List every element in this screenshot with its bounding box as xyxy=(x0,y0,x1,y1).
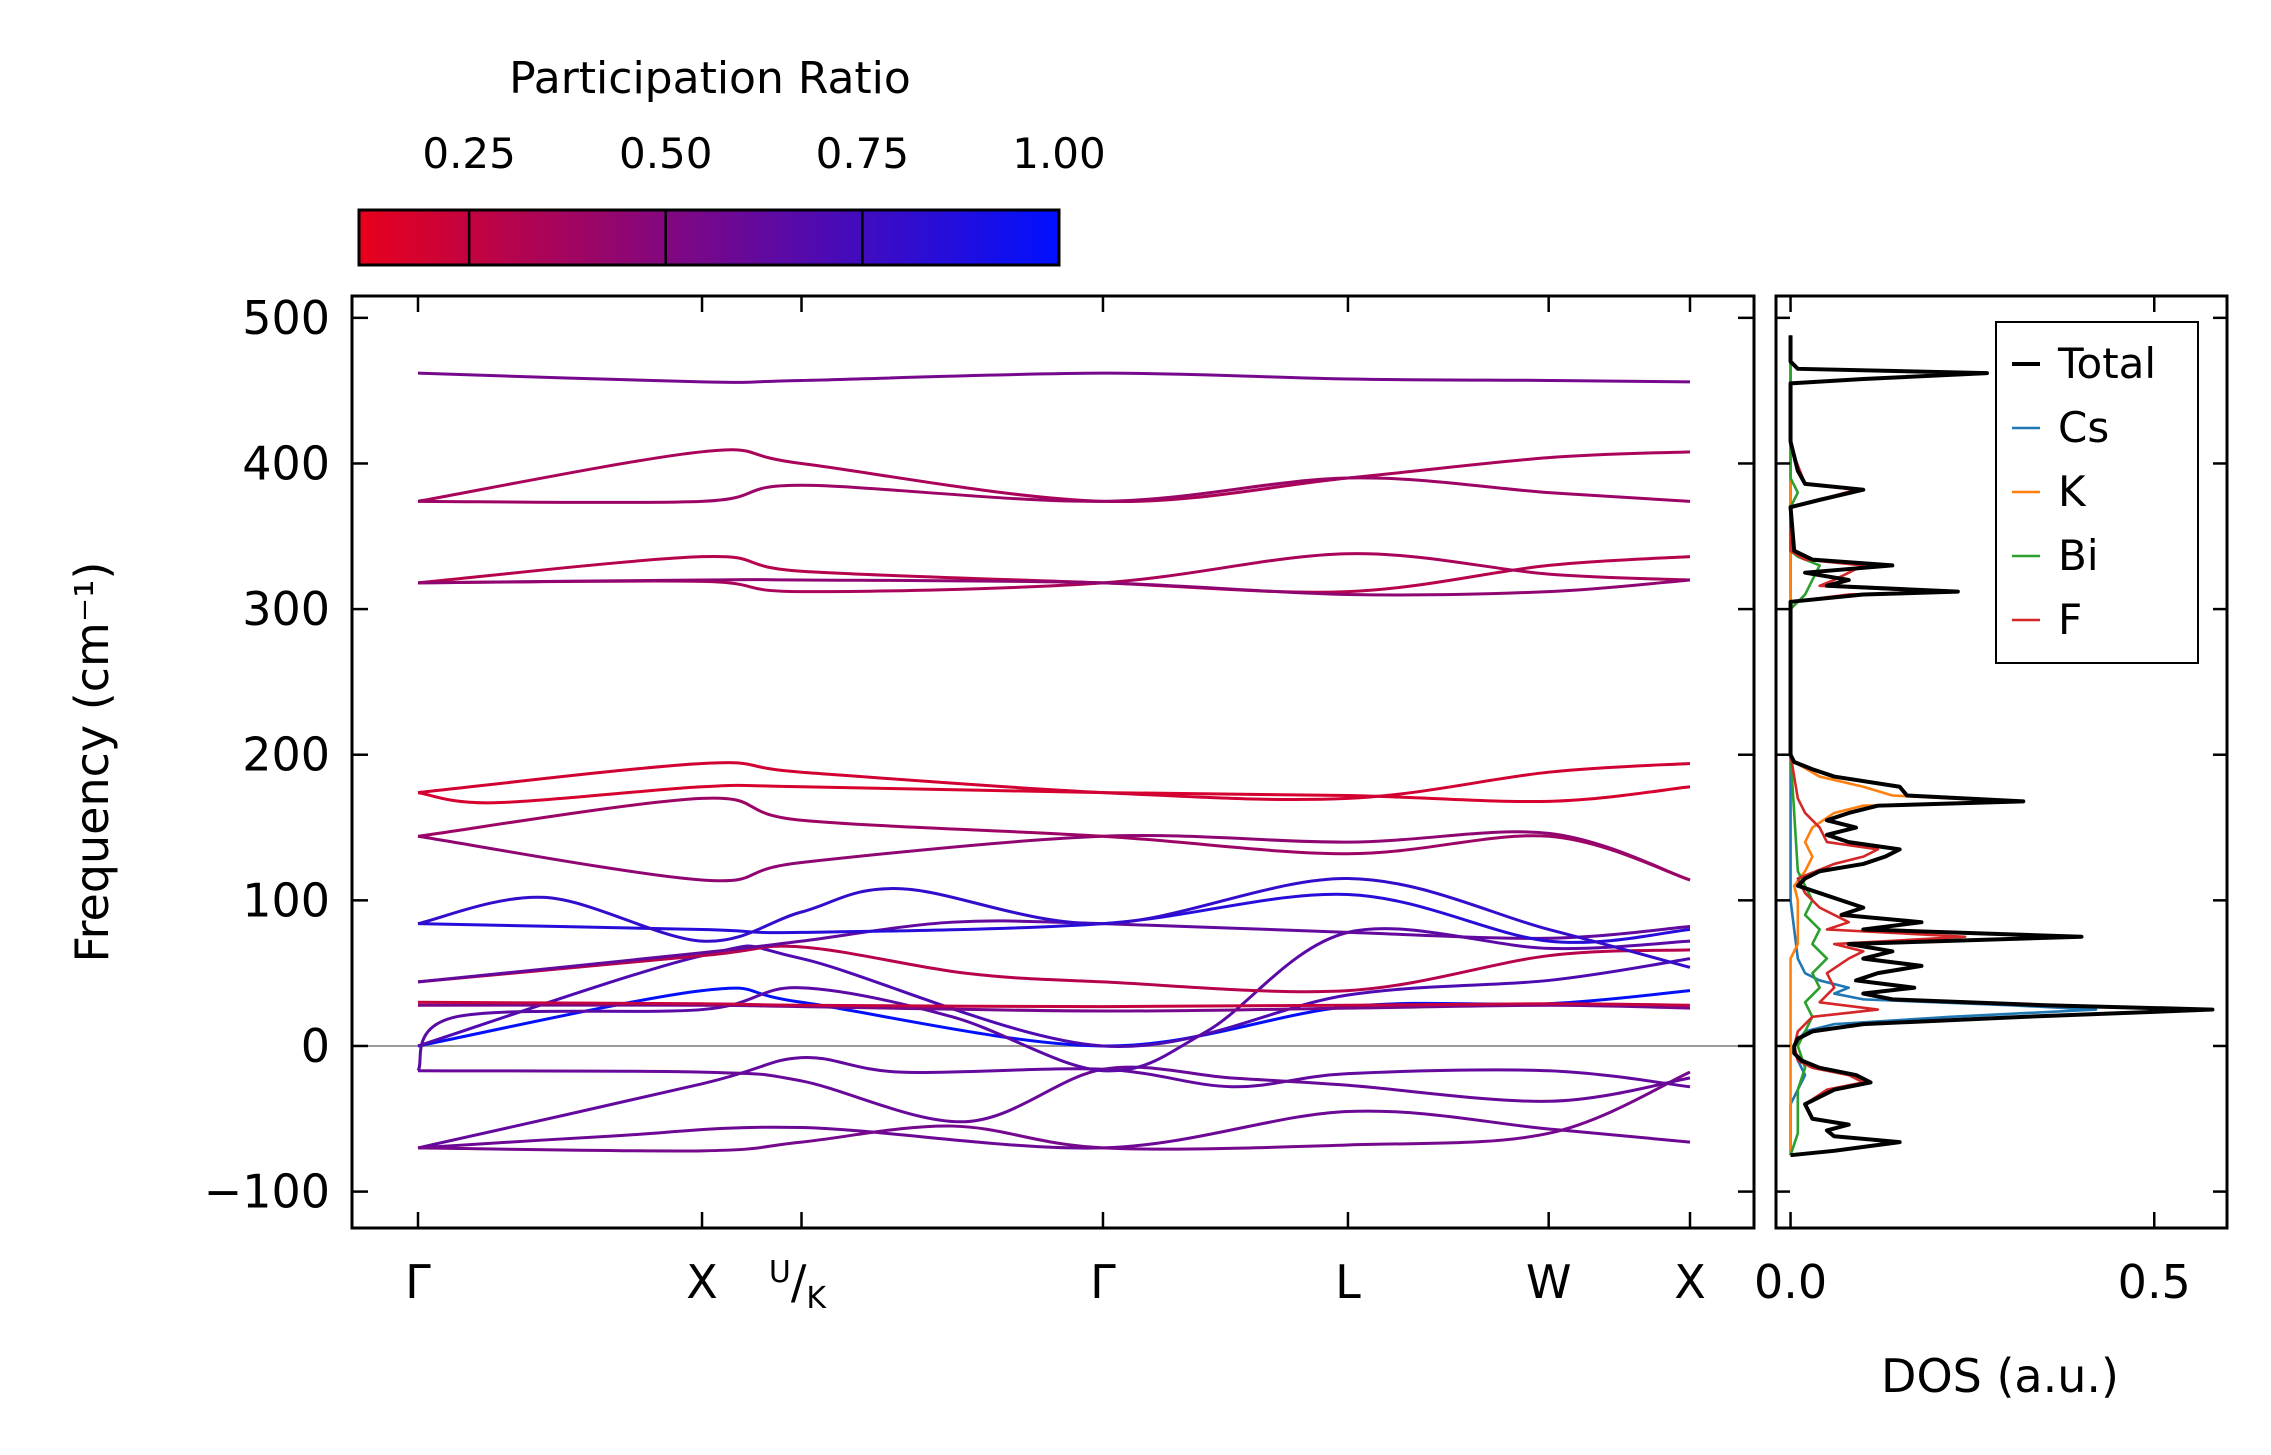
colorbar-tick-label: 0.75 xyxy=(816,129,910,178)
phonon-band xyxy=(417,830,1691,883)
phonon-band xyxy=(417,919,1691,984)
y-tick-label: 200 xyxy=(242,728,330,782)
dos-plot-frame xyxy=(1774,294,2229,1230)
dos-curve-total xyxy=(1788,335,2215,1158)
legend: Total Cs K Bi F xyxy=(1995,321,2199,664)
phonon-band xyxy=(417,876,1691,969)
k-point-label: W xyxy=(1526,1255,1571,1309)
dos-x-axis-label: DOS (a.u.) xyxy=(1881,1349,2119,1403)
y-tick-label: 100 xyxy=(242,873,330,927)
dos-x-tick-label: 0.5 xyxy=(2118,1255,2191,1309)
y-tick-label: 400 xyxy=(242,436,330,490)
band-plot-frame xyxy=(350,294,1756,1230)
phonon-band xyxy=(416,927,1691,1073)
phonon-band xyxy=(417,1070,1691,1153)
colorbar-tick-label: 0.25 xyxy=(422,129,516,178)
legend-label-bi: Bi xyxy=(2058,531,2098,580)
colorbar: Participation Ratio 0.25 0.50 0.75 1.00 xyxy=(357,53,1106,267)
band-structure-panel: −100 0 100 200 300 400 500 Γ X U/K Γ L W X Frequency… xyxy=(65,291,1756,1316)
band-lines xyxy=(352,371,1754,1153)
x-axis-kpath-ticks: Γ X U/K Γ L W X xyxy=(405,296,1706,1316)
dos-lines xyxy=(1788,335,2215,1158)
colorbar-gradient xyxy=(357,208,1061,267)
phonon-band xyxy=(417,796,1691,882)
colorbar-title: Participation Ratio xyxy=(509,53,911,104)
phonon-band xyxy=(417,476,1691,505)
phonon-band xyxy=(417,578,1691,597)
y-tick-label: −100 xyxy=(204,1165,330,1219)
y-tick-label: 0 xyxy=(301,1019,330,1073)
phonon-band xyxy=(417,944,1691,994)
legend-label-cs: Cs xyxy=(2058,403,2109,452)
phonon-band xyxy=(417,761,1691,802)
k-point-label: X xyxy=(686,1255,718,1309)
phonon-band xyxy=(417,783,1691,805)
y-tick-label: 500 xyxy=(242,291,330,345)
legend-label-k: K xyxy=(2058,467,2087,516)
dos-panel: 0.0 0.5 DOS (a.u.) Total Cs K Bi F xyxy=(1754,294,2229,1403)
dos-curve-k xyxy=(1789,335,2011,1156)
colorbar-tick-label: 1.00 xyxy=(1012,129,1106,178)
phonon-band xyxy=(417,448,1691,504)
phonon-band xyxy=(417,892,1691,944)
k-point-label: U/K xyxy=(769,1255,827,1316)
k-point-label: X xyxy=(1674,1255,1706,1309)
y-tick-label: 300 xyxy=(242,582,330,636)
k-point-label: L xyxy=(1335,1255,1361,1309)
y-axis-label: Frequency (cm⁻¹) xyxy=(65,562,119,963)
colorbar-tick-label: 0.50 xyxy=(619,129,713,178)
legend-label-f: F xyxy=(2058,595,2082,644)
phonon-band xyxy=(417,944,1691,1049)
phonon-band xyxy=(417,371,1691,384)
k-point-label: Γ xyxy=(405,1255,431,1309)
dos-axis-ticks: 0.0 0.5 xyxy=(1754,296,2227,1309)
k-point-label: Γ xyxy=(1090,1255,1116,1309)
phonon-band xyxy=(417,1000,1691,1009)
colorbar-ticks: 0.25 0.50 0.75 1.00 xyxy=(422,129,1106,265)
y-axis-ticks: −100 0 100 200 300 400 500 xyxy=(204,291,1754,1219)
dos-x-tick-label: 0.0 xyxy=(1754,1255,1827,1309)
phonon-band xyxy=(417,1065,1691,1124)
legend-label-total: Total xyxy=(2057,339,2156,388)
